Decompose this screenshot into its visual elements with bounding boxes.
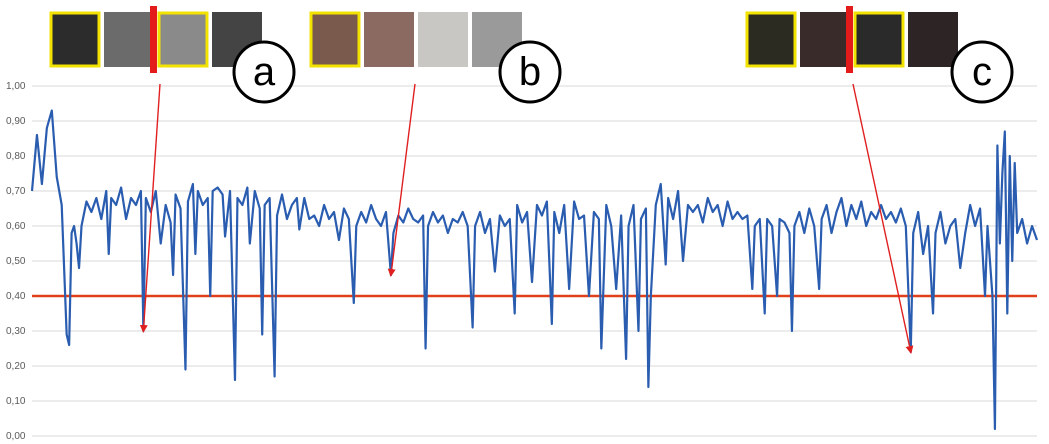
callout-circle <box>232 40 296 104</box>
annotation-arrow <box>387 83 416 277</box>
thumbnail-frame <box>800 12 850 67</box>
callout-letter: c <box>972 50 992 94</box>
y-tick-label: 0,90 <box>6 116 26 127</box>
annotation-arrow <box>852 83 914 354</box>
callout-circle <box>498 40 562 104</box>
thumbnail-frame <box>746 12 796 67</box>
y-tick-label: 0,20 <box>6 361 26 372</box>
scene-cut-marker <box>150 6 157 73</box>
thumbnail-highlight <box>49 11 101 68</box>
y-tick-label: 0,00 <box>6 431 26 442</box>
series-layer <box>30 109 1039 431</box>
y-tick-label: 0,70 <box>6 186 26 197</box>
y-tick-label: 0,50 <box>6 256 26 267</box>
thumbnail-highlight <box>745 11 797 68</box>
thumbnail-frame <box>310 12 360 67</box>
thumbnail-frame <box>364 12 414 67</box>
y-tick-label: 1,00 <box>6 81 26 92</box>
thumbnail-frame <box>854 12 904 67</box>
y-tick-label: 0,40 <box>6 291 26 302</box>
y-tick-label: 0,30 <box>6 326 26 337</box>
thumbnail-highlight <box>853 11 905 68</box>
callout-circle <box>950 40 1014 104</box>
thumbnail-frame <box>418 12 468 67</box>
y-tick-label: 0,80 <box>6 151 26 162</box>
thumbnail-highlight <box>157 11 209 68</box>
y-axis-ticks: 0,00 0,10 0,20 0,30 0,40 0,50 0,60 0,70 0,80 0,90… <box>6 81 26 442</box>
annotation-callouts: a b c <box>49 6 1014 354</box>
scene-cut-marker <box>846 6 853 73</box>
annotation-arrow <box>139 83 161 333</box>
thumbnail-frame <box>908 12 958 67</box>
y-tick-label: 0,10 <box>6 396 26 407</box>
series-line <box>30 109 1039 431</box>
thumbnail-frame <box>158 12 208 67</box>
thumbnail-highlight <box>309 11 361 68</box>
callout-letter: a <box>253 50 276 94</box>
callout-letter: b <box>519 50 541 94</box>
thumbnail-frame <box>50 12 100 67</box>
thumbnail-frame <box>104 12 154 67</box>
y-tick-label: 0,60 <box>6 221 26 232</box>
